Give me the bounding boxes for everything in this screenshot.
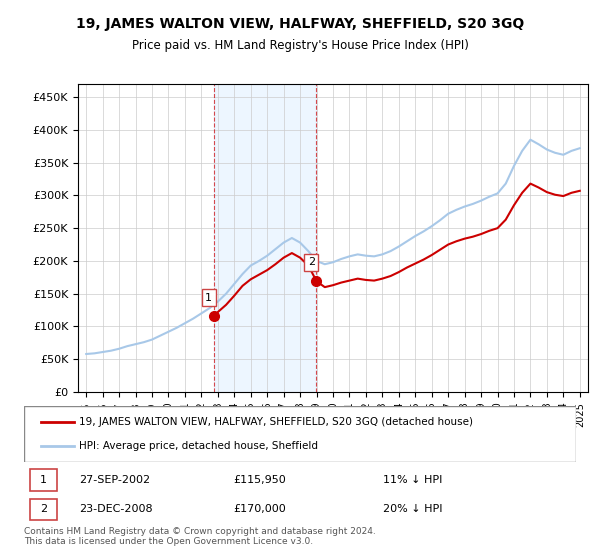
Text: 2: 2 [40, 505, 47, 515]
Text: £115,950: £115,950 [234, 475, 287, 485]
Text: 1: 1 [40, 475, 47, 485]
Text: 27-SEP-2002: 27-SEP-2002 [79, 475, 151, 485]
Text: Contains HM Land Registry data © Crown copyright and database right 2024.
This d: Contains HM Land Registry data © Crown c… [24, 526, 376, 546]
Text: 1: 1 [205, 293, 212, 302]
Text: 20% ↓ HPI: 20% ↓ HPI [383, 505, 442, 515]
Text: HPI: Average price, detached house, Sheffield: HPI: Average price, detached house, Shef… [79, 441, 318, 451]
FancyBboxPatch shape [24, 406, 576, 462]
Text: £170,000: £170,000 [234, 505, 287, 515]
Bar [214, 84, 316, 392]
Text: 19, JAMES WALTON VIEW, HALFWAY, SHEFFIELD, S20 3GQ: 19, JAMES WALTON VIEW, HALFWAY, SHEFFIEL… [76, 17, 524, 31]
FancyBboxPatch shape [29, 499, 57, 520]
Text: 2: 2 [308, 257, 315, 267]
FancyBboxPatch shape [29, 469, 57, 491]
Text: Price paid vs. HM Land Registry's House Price Index (HPI): Price paid vs. HM Land Registry's House … [131, 39, 469, 52]
Text: 23-DEC-2008: 23-DEC-2008 [79, 505, 153, 515]
Text: 19, JAMES WALTON VIEW, HALFWAY, SHEFFIELD, S20 3GQ (detached house): 19, JAMES WALTON VIEW, HALFWAY, SHEFFIEL… [79, 417, 473, 427]
Text: 11% ↓ HPI: 11% ↓ HPI [383, 475, 442, 485]
